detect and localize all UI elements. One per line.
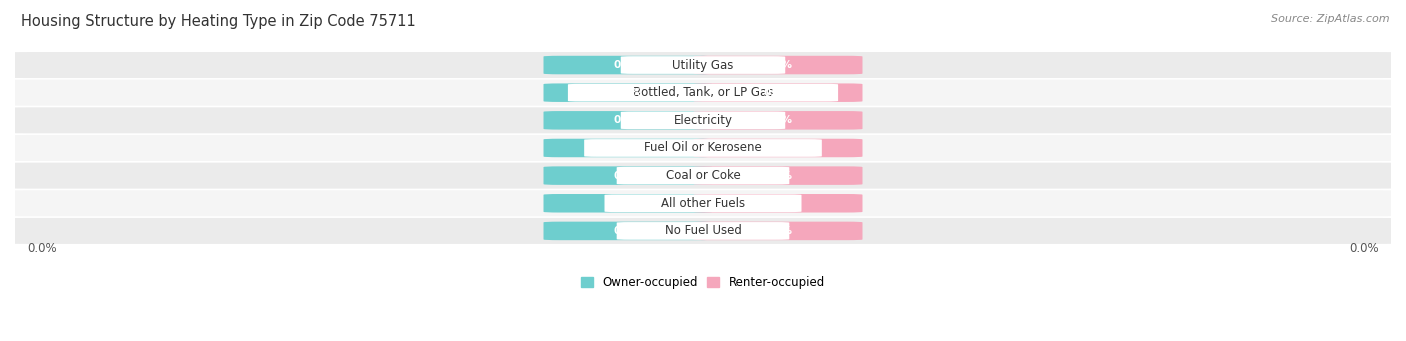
Text: Housing Structure by Heating Type in Zip Code 75711: Housing Structure by Heating Type in Zip… xyxy=(21,14,416,29)
Text: 0.0%: 0.0% xyxy=(1348,242,1378,255)
FancyBboxPatch shape xyxy=(0,107,1406,133)
FancyBboxPatch shape xyxy=(544,222,713,240)
FancyBboxPatch shape xyxy=(544,111,713,130)
Text: Source: ZipAtlas.com: Source: ZipAtlas.com xyxy=(1271,14,1389,24)
Text: Utility Gas: Utility Gas xyxy=(672,59,734,72)
Text: 0.0%: 0.0% xyxy=(763,88,793,98)
FancyBboxPatch shape xyxy=(617,167,789,184)
Text: All other Fuels: All other Fuels xyxy=(661,197,745,210)
Text: 0.0%: 0.0% xyxy=(763,143,793,153)
FancyBboxPatch shape xyxy=(544,166,713,185)
FancyBboxPatch shape xyxy=(0,135,1406,161)
Text: 0.0%: 0.0% xyxy=(613,60,643,70)
Text: 0.0%: 0.0% xyxy=(613,198,643,208)
Text: Bottled, Tank, or LP Gas: Bottled, Tank, or LP Gas xyxy=(633,86,773,99)
FancyBboxPatch shape xyxy=(0,52,1406,78)
FancyBboxPatch shape xyxy=(0,80,1406,106)
FancyBboxPatch shape xyxy=(693,139,862,157)
FancyBboxPatch shape xyxy=(544,194,713,212)
Text: 0.0%: 0.0% xyxy=(763,115,793,125)
Text: Electricity: Electricity xyxy=(673,114,733,127)
Text: 0.0%: 0.0% xyxy=(613,115,643,125)
FancyBboxPatch shape xyxy=(617,222,789,240)
FancyBboxPatch shape xyxy=(693,84,862,102)
Text: No Fuel Used: No Fuel Used xyxy=(665,224,741,237)
Legend: Owner-occupied, Renter-occupied: Owner-occupied, Renter-occupied xyxy=(581,276,825,290)
Text: 0.0%: 0.0% xyxy=(613,226,643,236)
FancyBboxPatch shape xyxy=(693,56,862,74)
FancyBboxPatch shape xyxy=(0,218,1406,244)
FancyBboxPatch shape xyxy=(693,111,862,130)
FancyBboxPatch shape xyxy=(693,194,862,212)
Text: 0.0%: 0.0% xyxy=(763,170,793,181)
FancyBboxPatch shape xyxy=(568,84,838,102)
FancyBboxPatch shape xyxy=(605,194,801,212)
FancyBboxPatch shape xyxy=(544,56,713,74)
FancyBboxPatch shape xyxy=(621,56,785,74)
Text: 0.0%: 0.0% xyxy=(763,226,793,236)
FancyBboxPatch shape xyxy=(0,163,1406,189)
FancyBboxPatch shape xyxy=(583,139,823,157)
Text: 0.0%: 0.0% xyxy=(613,143,643,153)
Text: 0.0%: 0.0% xyxy=(763,198,793,208)
Text: 0.0%: 0.0% xyxy=(613,88,643,98)
Text: 0.0%: 0.0% xyxy=(613,170,643,181)
FancyBboxPatch shape xyxy=(621,112,785,129)
Text: Fuel Oil or Kerosene: Fuel Oil or Kerosene xyxy=(644,142,762,154)
FancyBboxPatch shape xyxy=(544,139,713,157)
FancyBboxPatch shape xyxy=(693,222,862,240)
Text: Coal or Coke: Coal or Coke xyxy=(665,169,741,182)
Text: 0.0%: 0.0% xyxy=(28,242,58,255)
Text: 0.0%: 0.0% xyxy=(763,60,793,70)
FancyBboxPatch shape xyxy=(544,84,713,102)
FancyBboxPatch shape xyxy=(693,166,862,185)
FancyBboxPatch shape xyxy=(0,190,1406,216)
